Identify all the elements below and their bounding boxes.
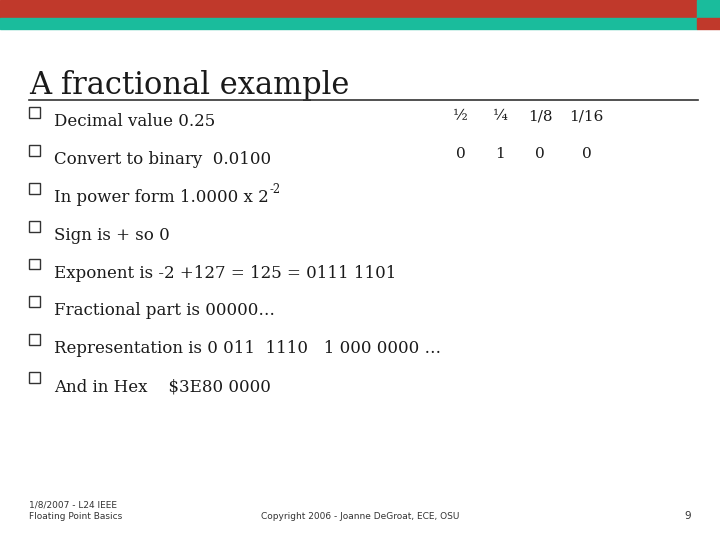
Text: 1/16: 1/16 [570,109,604,123]
Text: A fractional example: A fractional example [29,70,349,101]
Text: Fractional part is 00000…: Fractional part is 00000… [54,302,275,319]
Text: ¼: ¼ [493,109,508,123]
Text: -2: -2 [270,183,281,195]
Text: Convert to binary  0.0100: Convert to binary 0.0100 [54,151,271,168]
Text: Copyright 2006 - Joanne DeGroat, ECE, OSU: Copyright 2006 - Joanne DeGroat, ECE, OS… [261,512,459,521]
Text: Representation is 0 011  1110   1 000 0000 …: Representation is 0 011 1110 1 000 0000 … [54,340,441,357]
Text: ½: ½ [454,109,468,123]
Text: 1/8/2007 - L24 IEEE
Floating Point Basics: 1/8/2007 - L24 IEEE Floating Point Basic… [29,500,122,521]
Text: 0: 0 [456,147,466,161]
Text: 1/8: 1/8 [528,109,552,123]
Text: 1: 1 [495,147,505,161]
Text: 0: 0 [535,147,545,161]
Text: Decimal value 0.25: Decimal value 0.25 [54,113,215,130]
Text: Exponent is -2 +127 = 125 = 0111 1101: Exponent is -2 +127 = 125 = 0111 1101 [54,265,397,281]
Text: Sign is + so 0: Sign is + so 0 [54,227,170,244]
Text: 9: 9 [685,511,691,521]
Text: In power form 1.0000 x 2: In power form 1.0000 x 2 [54,189,269,206]
Text: And in Hex    $3E80 0000: And in Hex $3E80 0000 [54,378,271,395]
Text: 0: 0 [582,147,592,161]
